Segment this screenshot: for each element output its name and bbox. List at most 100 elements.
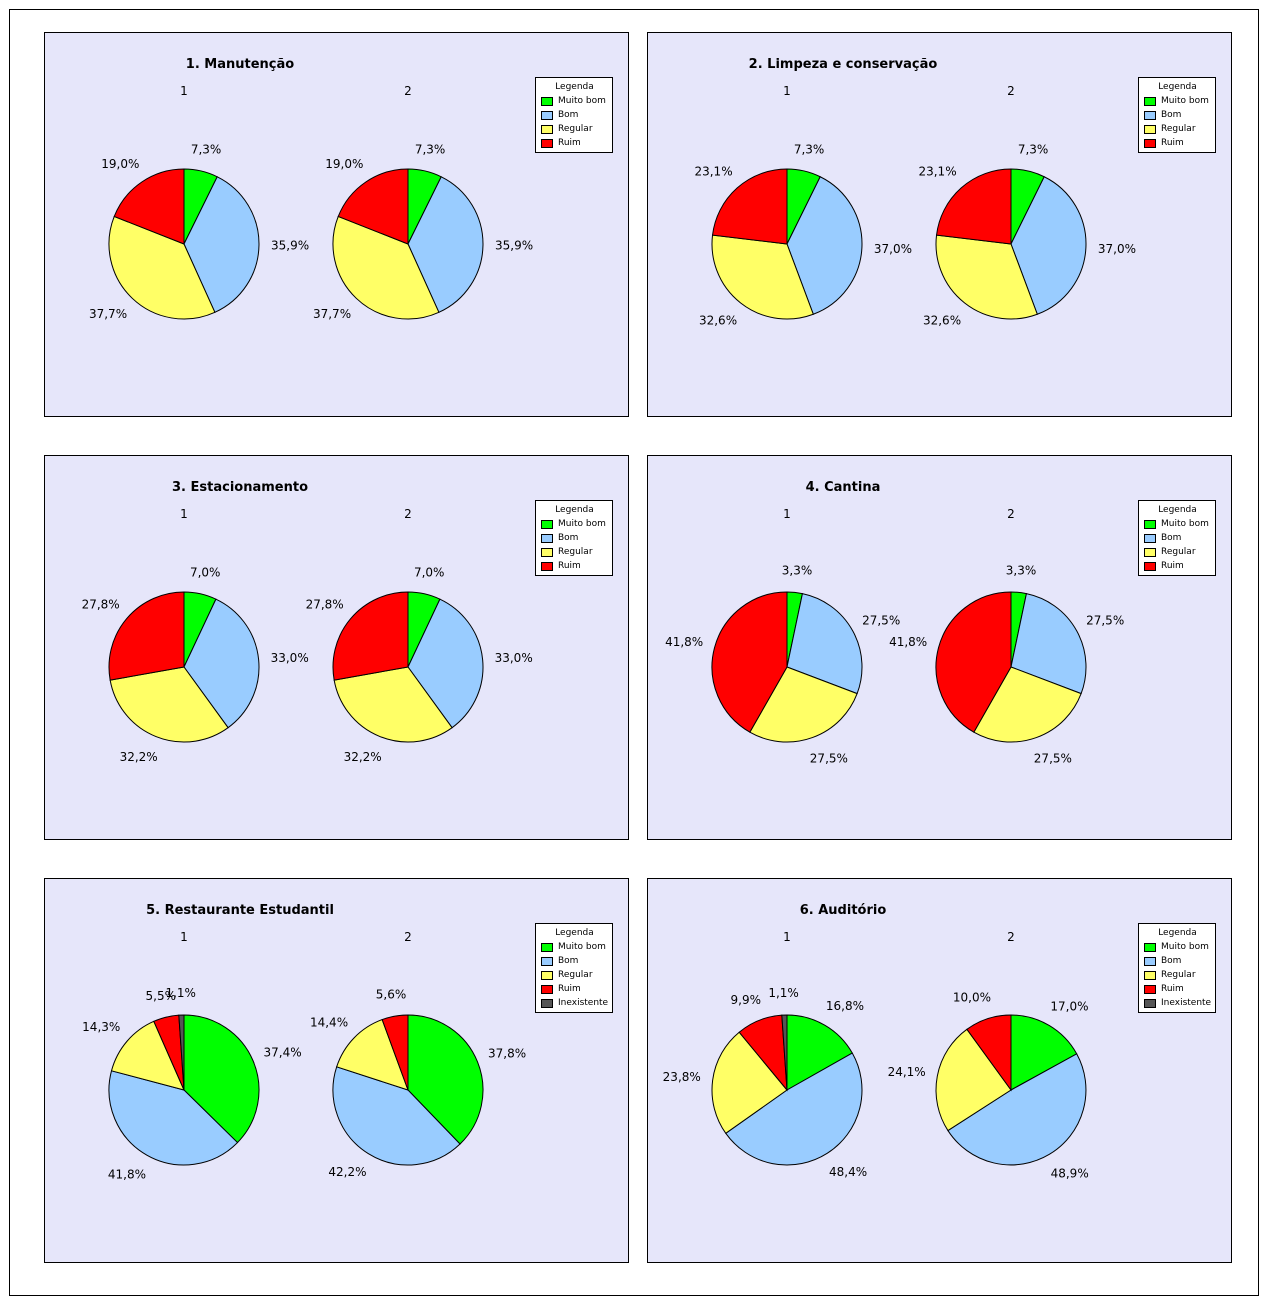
legend-swatch xyxy=(541,110,553,120)
chart-panel: 6. Auditório 1 16,8% 48,4% 23,8% 9,9% 1,1% 2 17,… xyxy=(647,878,1232,1263)
pie-slice xyxy=(786,1014,853,1091)
legend-label: Ruim xyxy=(558,984,581,994)
legend-item: Ruim xyxy=(541,559,608,573)
pie-slice xyxy=(333,666,453,743)
pie-series-label: 1 xyxy=(783,930,791,944)
pie-series-label: 1 xyxy=(180,507,188,521)
chart-title: 5. Restaurante Estudantil xyxy=(146,903,334,918)
pie-slice xyxy=(711,168,788,245)
pie-data-label: 17,0% xyxy=(1050,1000,1088,1014)
pie-slice xyxy=(1010,1014,1078,1091)
pie-slice xyxy=(332,591,409,681)
pie-slice xyxy=(786,593,863,695)
legend-label: Bom xyxy=(558,533,579,543)
pie-data-label: 3,3% xyxy=(782,564,813,578)
pie-slice xyxy=(336,1018,409,1091)
pie-data-label: 35,9% xyxy=(271,239,309,253)
legend-item: Bom xyxy=(1144,954,1211,968)
pie-slice xyxy=(711,1031,788,1135)
pie-slice xyxy=(407,1014,484,1145)
legend-label: Regular xyxy=(1161,547,1196,557)
legend-item: Muito bom xyxy=(1144,517,1211,531)
legend-label: Bom xyxy=(1161,110,1182,120)
pie-slice xyxy=(108,591,185,681)
legend-item: Regular xyxy=(1144,545,1211,559)
legend-title: Legenda xyxy=(555,505,594,515)
pie-data-label: 41,8% xyxy=(889,635,927,649)
legend-item: Ruim xyxy=(1144,136,1211,150)
pie-data-label: 23,1% xyxy=(694,164,732,178)
legend-title: Legenda xyxy=(1158,82,1197,92)
chart-title: 4. Cantina xyxy=(806,480,881,495)
chart-title: 2. Limpeza e conservação xyxy=(749,57,938,72)
pie-series-label: 2 xyxy=(1007,507,1015,521)
legend-swatch xyxy=(1144,547,1156,557)
pie-data-label: 32,2% xyxy=(344,750,382,764)
pie-slice xyxy=(935,168,1012,245)
legend-label: Muito bom xyxy=(1161,96,1209,106)
chart-legend: Legenda Muito bom Bom Regular Ruim xyxy=(535,500,613,576)
pie-data-label: 32,6% xyxy=(923,313,961,327)
pie-data-label: 7,3% xyxy=(1018,143,1049,157)
pie-data-label: 27,5% xyxy=(862,613,900,627)
pie-slice xyxy=(966,1014,1012,1092)
legend-label: Muito bom xyxy=(558,942,606,952)
pie-data-label: 37,0% xyxy=(874,242,912,256)
pie-slice xyxy=(110,1020,185,1091)
chart-panel: 5. Restaurante Estudantil 1 37,4% 41,8% 14,3… xyxy=(44,878,629,1263)
pie-slice xyxy=(1010,593,1087,695)
legend-item: Ruim xyxy=(541,136,608,150)
pie-data-label: 41,8% xyxy=(108,1167,146,1181)
chart-title: 3. Estacionamento xyxy=(172,480,308,495)
chart-legend: Legenda Muito bom Bom Regular Ruim xyxy=(1138,500,1216,576)
pie-data-label: 19,0% xyxy=(325,157,363,171)
chart-legend: Legenda Muito bom Bom Regular Ruim xyxy=(1138,77,1216,153)
pie-slice xyxy=(935,1028,1012,1132)
legend-label: Ruim xyxy=(558,561,581,571)
pie-chart-svg: 2. Limpeza e conservação 1 7,3% 37,0% 32,6% 2… xyxy=(694,57,1136,327)
pie-data-label: 35,9% xyxy=(495,239,533,253)
legend-swatch xyxy=(1144,96,1156,106)
pie-data-label: 41,8% xyxy=(665,635,703,649)
legend-item: Ruim xyxy=(1144,559,1211,573)
legend-swatch xyxy=(541,533,553,543)
legend-title: Legenda xyxy=(1158,505,1197,515)
pie-series-label: 2 xyxy=(404,84,412,98)
legend-label: Muito bom xyxy=(558,519,606,529)
legend-swatch xyxy=(541,124,553,134)
pie-slice xyxy=(183,1014,260,1144)
legend-swatch xyxy=(541,519,553,529)
legend-item: Muito bom xyxy=(541,940,608,954)
chart-legend: Legenda Muito bom Bom Regular Ruim Inexistent… xyxy=(535,923,613,1013)
chart-panel: 4. Cantina 1 3,3% 27,5% 27,5% 41,8% 2 3,3% 27,5%… xyxy=(647,455,1232,840)
pie-data-label: 23,8% xyxy=(663,1070,701,1084)
pie-series-label: 2 xyxy=(404,507,412,521)
legend-swatch xyxy=(1144,970,1156,980)
pie-series-label: 2 xyxy=(404,930,412,944)
chart-panel: 3. Estacionamento 1 7,0% 33,0% 32,2% 27,8% 2 7,… xyxy=(44,455,629,840)
pie-data-label: 42,2% xyxy=(328,1165,366,1179)
legend-swatch xyxy=(541,96,553,106)
pie-series-label: 1 xyxy=(783,84,791,98)
legend-swatch xyxy=(1144,110,1156,120)
pie-slice xyxy=(332,1066,461,1166)
legend-item: Regular xyxy=(541,122,608,136)
pie-data-label: 14,3% xyxy=(82,1020,120,1034)
pie-series-label: 1 xyxy=(783,507,791,521)
legend-swatch xyxy=(1144,998,1156,1008)
legend-label: Regular xyxy=(558,970,593,980)
pie-slice xyxy=(407,598,484,729)
pie-data-label: 7,3% xyxy=(794,143,825,157)
pie-slice xyxy=(183,598,260,729)
legend-label: Regular xyxy=(1161,970,1196,980)
pie-slice xyxy=(183,176,260,314)
legend-label: Muito bom xyxy=(558,96,606,106)
pie-series-label: 1 xyxy=(180,84,188,98)
pie-data-label: 32,2% xyxy=(120,750,158,764)
legend-label: Bom xyxy=(1161,956,1182,966)
chart-legend: Legenda Muito bom Bom Regular Ruim xyxy=(535,77,613,153)
legend-swatch xyxy=(1144,984,1156,994)
pie-slice xyxy=(108,215,216,320)
legend-label: Regular xyxy=(558,124,593,134)
pie-slice xyxy=(113,168,185,245)
